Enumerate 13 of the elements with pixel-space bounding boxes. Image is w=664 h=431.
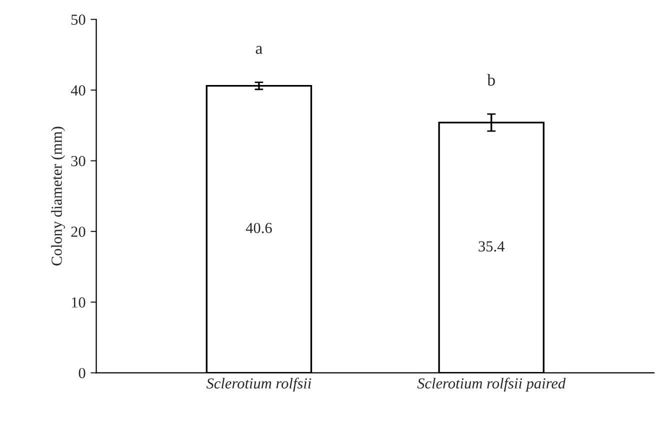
- annotation: a: [256, 46, 262, 54]
- x-tick-label: Sclerotium rolfsii paired: [417, 378, 566, 392]
- data-label: 35.4: [478, 241, 504, 252]
- y-tick-label: 10: [72, 297, 86, 308]
- y-tick-label: 20: [71, 226, 86, 237]
- x-tick-label: Sclerotium rolfsii: [206, 378, 312, 392]
- data-label: 40.6: [246, 222, 272, 234]
- y-tick-label: 0: [78, 368, 86, 378]
- annotation: b: [487, 74, 495, 86]
- y-tick-label: 50: [71, 14, 86, 25]
- y-tick-label: 30: [71, 156, 86, 166]
- y-axis-title: Colony diameter (mm): [51, 126, 66, 266]
- y-tick-label: 40: [70, 85, 86, 96]
